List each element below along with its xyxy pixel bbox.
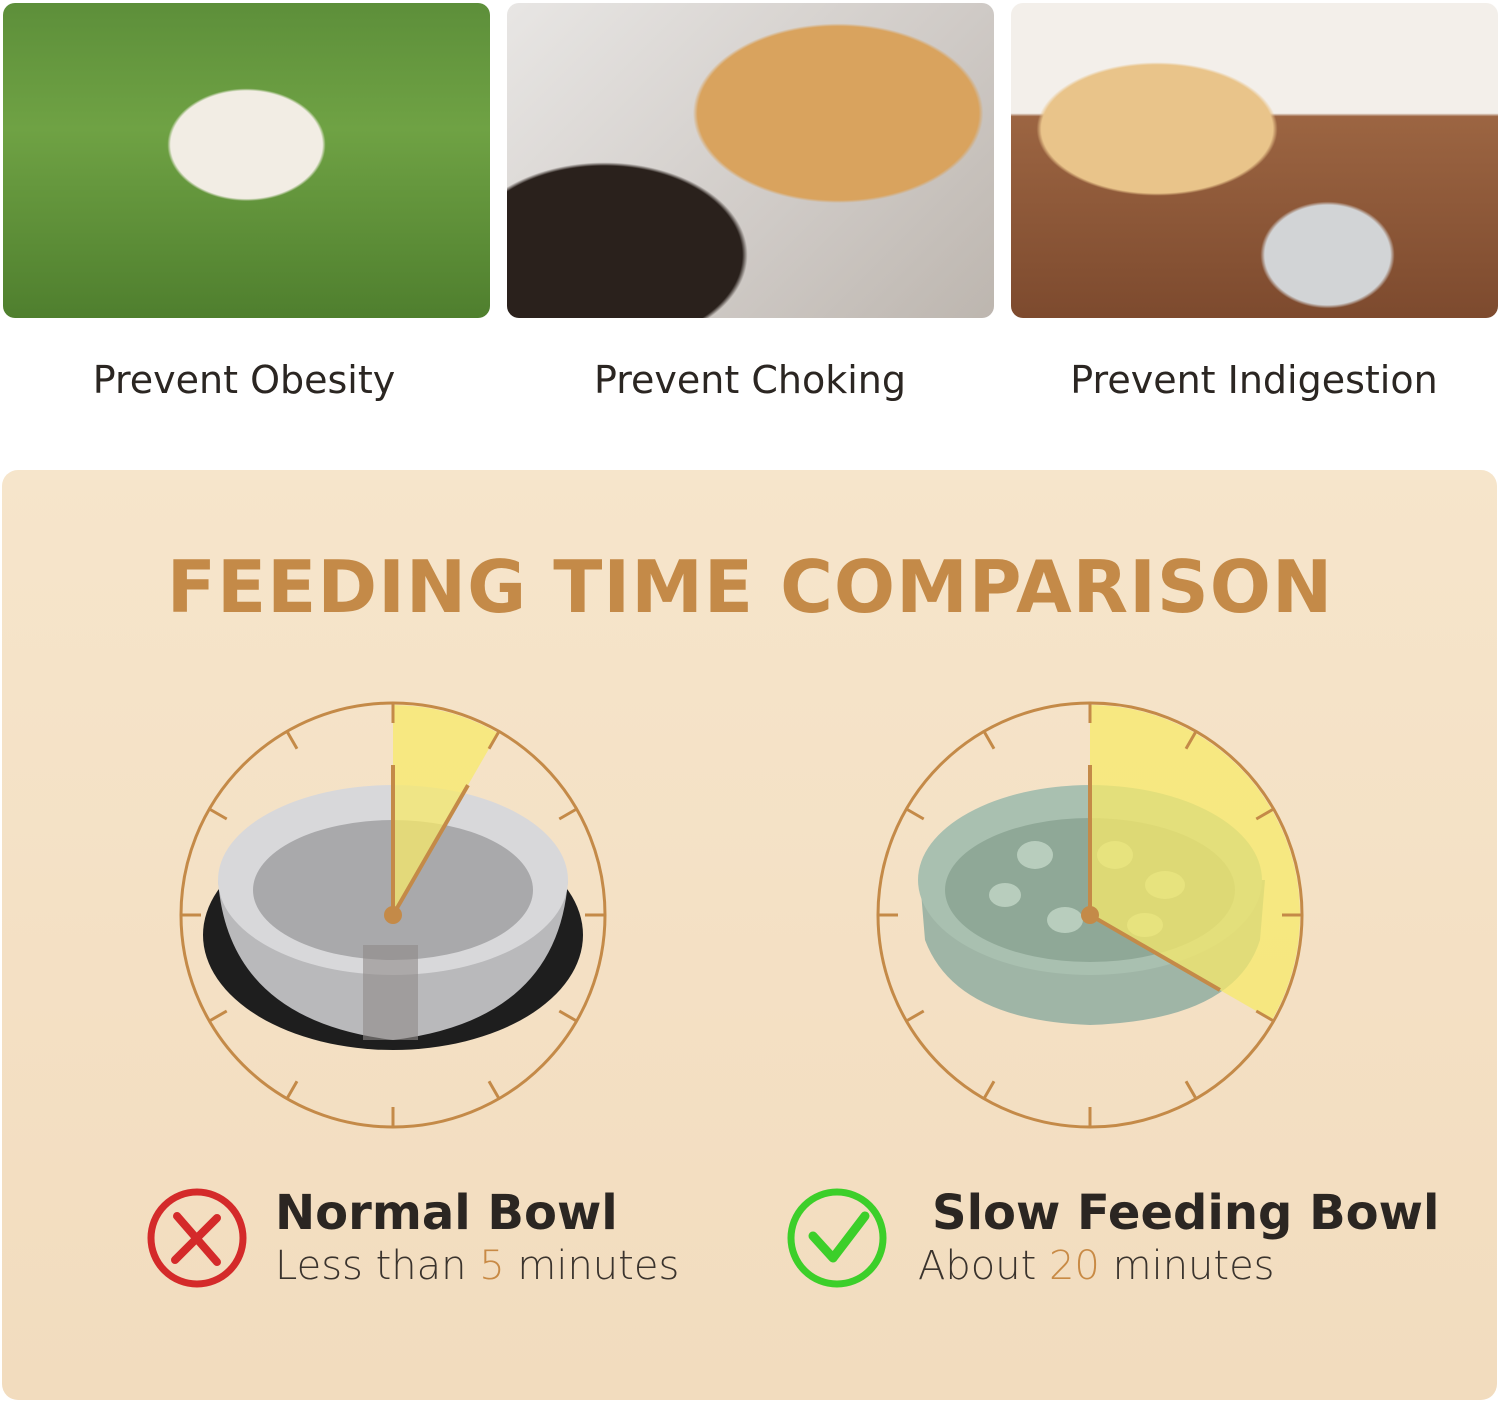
elapsed-time-wedge [393,705,498,915]
clock-tick [285,1080,299,1100]
photo-dog-mouth-check [507,3,994,318]
normal-bowl-label: Normal Bowl Less than 5 minutes [275,1185,679,1289]
clock-tick [208,807,228,821]
clock-tick [208,1009,228,1023]
clock-tick [982,730,996,750]
comparison-title: FEEDING TIME COMPARISON [166,545,1334,629]
time-suffix: minutes [1112,1243,1275,1289]
clock-tick [487,1080,501,1100]
slow-bowl-name: Slow Feeding Bowl [932,1185,1440,1241]
clock-slow-feeding-bowl [876,701,1304,1129]
normal-bowl-time: Less than 5 minutes [275,1243,679,1289]
clock-hand-end [1088,913,1221,992]
clock-tick [1255,807,1275,821]
normal-bowl-name: Normal Bowl [275,1185,618,1241]
clock-tick [558,1009,578,1023]
clock-tick [1255,1009,1275,1023]
time-suffix: minutes [517,1243,680,1289]
clock-normal-bowl [179,701,607,1129]
clock-tick [285,730,299,750]
photo-pug-on-grass [3,3,490,318]
elapsed-time-wedge [1090,705,1300,1020]
caption-prevent-choking: Prevent Choking [594,358,906,402]
clock-tick [982,1080,996,1100]
slow-bowl-time: About 20 minutes [918,1243,1439,1289]
slow-bowl-label: Slow Feeding Bowl About 20 minutes [918,1185,1439,1289]
caption-prevent-indigestion: Prevent Indigestion [1070,358,1438,402]
x-circle-icon [147,1188,247,1288]
caption-prevent-obesity: Prevent Obesity [92,358,396,402]
time-number: 5 [479,1243,505,1289]
clock-tick [905,1009,925,1023]
time-prefix: About [918,1243,1037,1289]
photo-labrador-with-bowl [1011,3,1498,318]
clock-center [384,906,402,924]
clock-tick [1184,730,1198,750]
clock-tick [558,807,578,821]
clock-tick [905,807,925,821]
steel-bowl-image [203,785,583,1050]
clock-center [1081,906,1099,924]
clock-tick [487,730,501,750]
check-circle-icon [787,1188,887,1288]
clock-hand-end [391,784,470,917]
clock-tick [1184,1080,1198,1100]
time-prefix: Less than [275,1243,467,1289]
time-number: 20 [1048,1243,1100,1289]
